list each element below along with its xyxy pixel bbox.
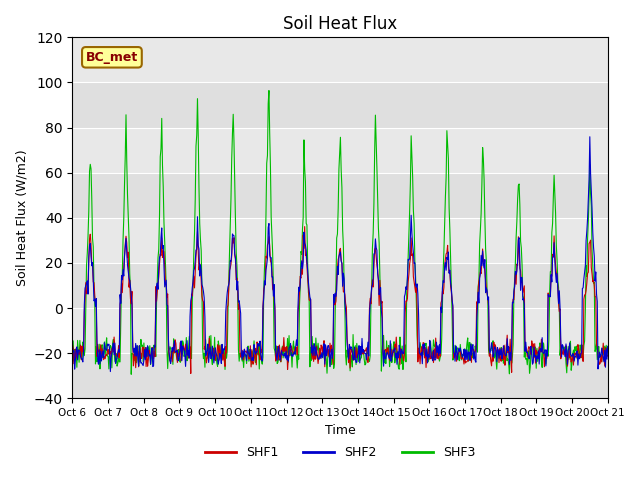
Y-axis label: Soil Heat Flux (W/m2): Soil Heat Flux (W/m2): [15, 150, 28, 286]
SHF1: [301, 224, 308, 229]
Legend: SHF1, SHF2, SHF3: SHF1, SHF2, SHF3: [200, 442, 481, 464]
Bar: [72, 353, 608, 398]
X-axis label: Time: Time: [324, 424, 355, 437]
SHF1: [217, 354, 225, 360]
Title: Soil Heat Flux: Soil Heat Flux: [283, 15, 397, 33]
SHF3: [127, 372, 135, 377]
SHF2: [422, 350, 429, 356]
SHF2: [106, 369, 114, 374]
SHF3: [188, 299, 196, 304]
Text: BC_met: BC_met: [86, 51, 138, 64]
SHF3: [265, 88, 273, 94]
SHF1: [133, 348, 141, 353]
SHF2: [68, 345, 76, 350]
SHF1: [68, 341, 76, 347]
Bar: [72, 173, 608, 218]
SHF1: [406, 256, 414, 262]
SHF2: [406, 256, 413, 262]
Line: SHF2: SHF2: [72, 137, 608, 372]
SHF3: [604, 345, 612, 351]
SHF1: [187, 371, 195, 376]
SHF3: [68, 360, 76, 366]
SHF1: [422, 365, 430, 371]
SHF2: [78, 356, 86, 362]
SHF2: [134, 357, 141, 362]
Line: SHF3: SHF3: [72, 91, 608, 374]
SHF3: [217, 348, 225, 353]
SHF1: [604, 352, 612, 358]
SHF2: [217, 352, 225, 358]
SHF1: [78, 343, 86, 349]
SHF2: [188, 285, 196, 290]
SHF2: [586, 134, 594, 140]
SHF1: [188, 293, 196, 299]
SHF3: [406, 180, 414, 186]
SHF3: [78, 357, 86, 362]
SHF3: [422, 340, 430, 346]
SHF3: [134, 343, 141, 349]
Line: SHF1: SHF1: [72, 227, 608, 373]
SHF2: [604, 344, 612, 349]
Bar: [72, 83, 608, 128]
Bar: [72, 263, 608, 308]
